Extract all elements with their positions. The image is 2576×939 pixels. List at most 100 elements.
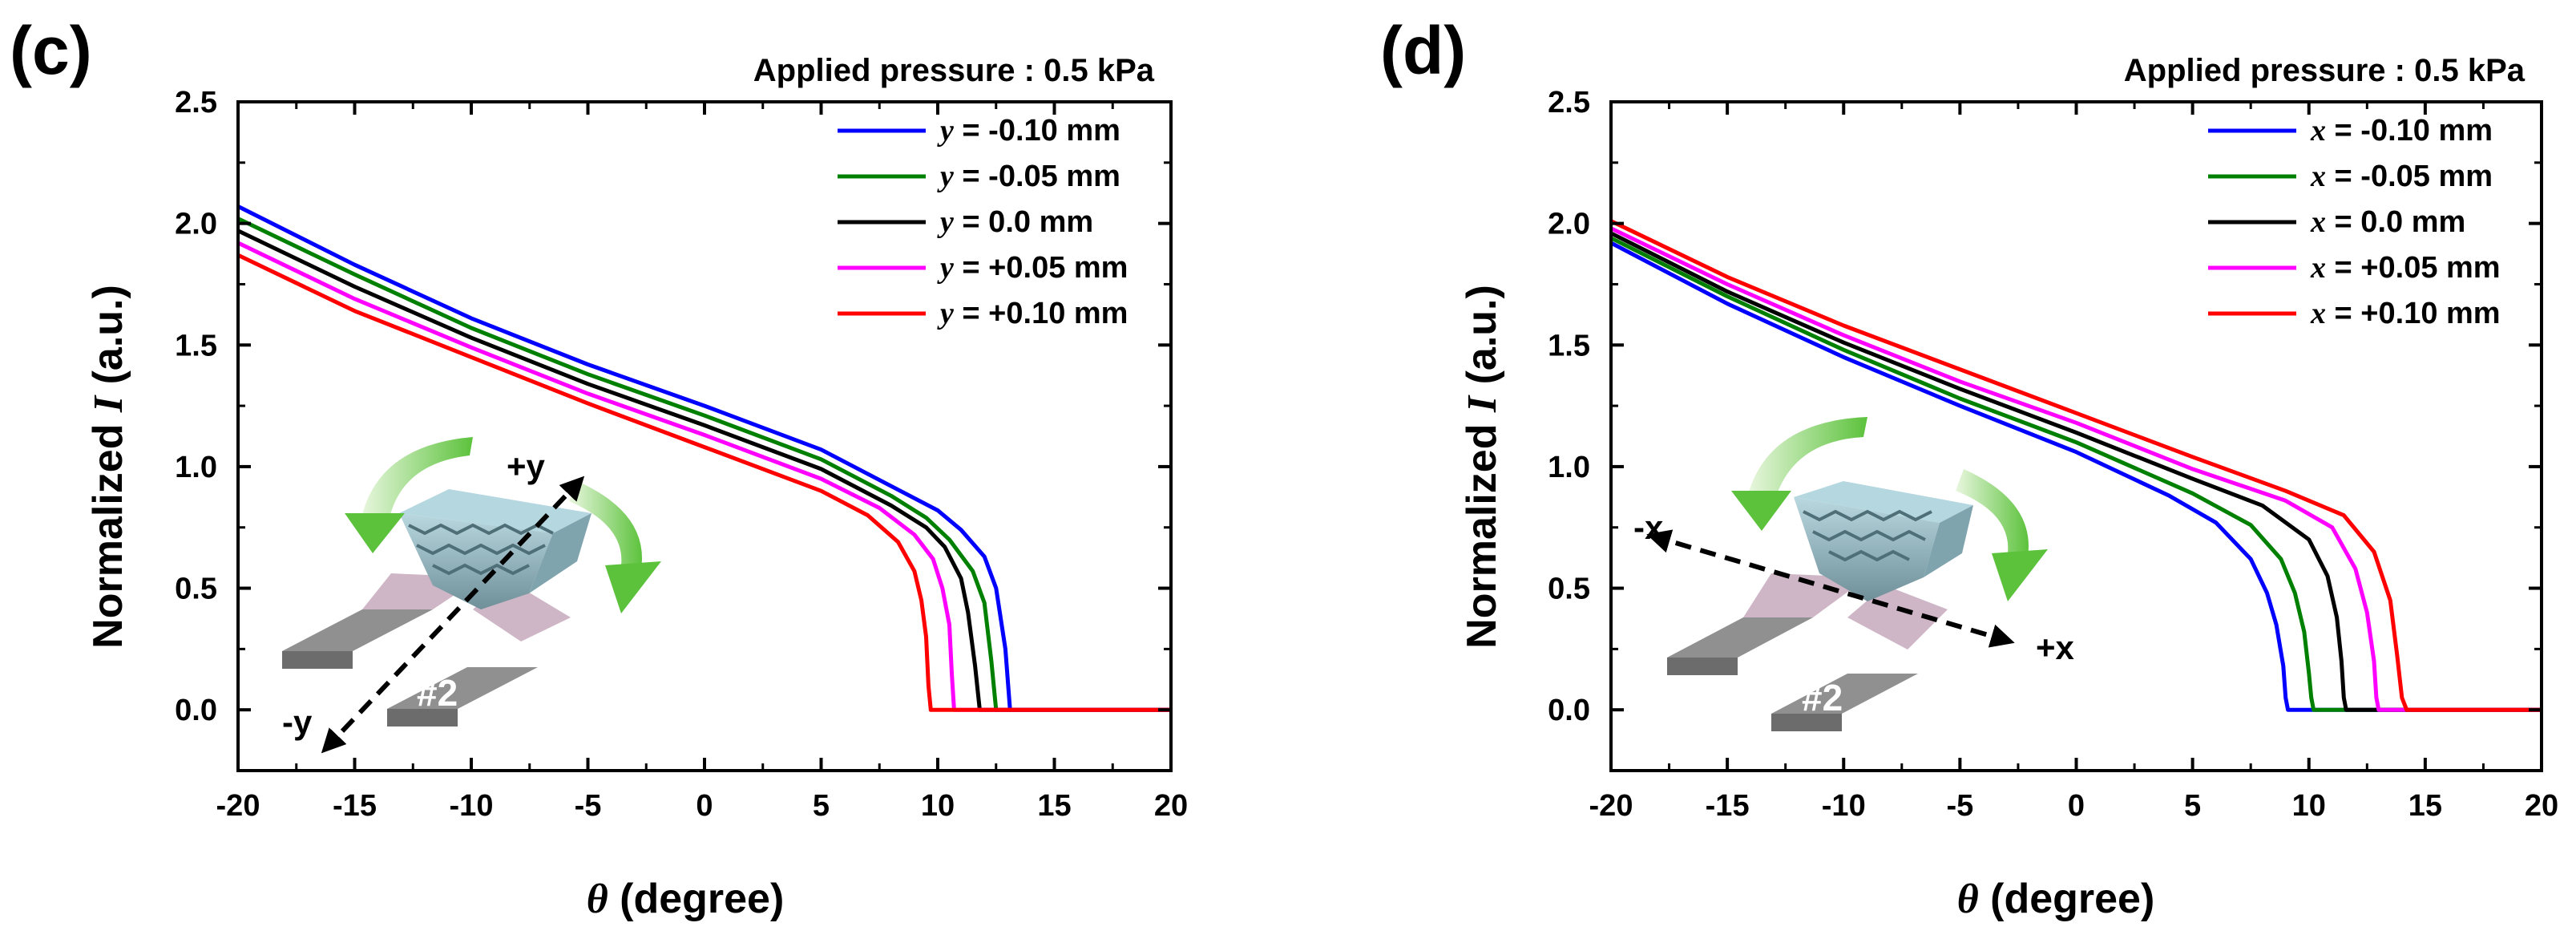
x-axis-title: θ (degree) [1957,876,2155,922]
x-axis-title: θ (degree) [587,876,785,922]
panel-c: (c) Applied pressure : 0.5 kPa -20 -15 -10… [10,13,1188,922]
x-tick-label: 10 [921,789,955,823]
legend-value: = -0.10 mm [2326,114,2493,148]
y-tick-label: 1.5 [1548,329,1590,362]
legend-variable: x [2310,160,2326,193]
rotation-arrow-left [1747,417,1867,499]
electrode-left-top [282,609,433,651]
y-axis-title: Normalized I (a.u.) [85,285,131,649]
rotation-arrowhead-left [345,513,405,553]
x-tick-label: 10 [2292,789,2326,823]
y-tick-label: 0.5 [1548,573,1590,606]
legend-variable: x [2310,251,2326,285]
pressure-annotation: Applied pressure : 0.5 kPa [2124,53,2526,88]
x-tick-label: 0 [696,789,713,823]
rotation-arrowhead-left [1731,491,1791,531]
rotation-arrowhead-right [1992,549,2048,601]
y-tick-label: 2.0 [175,208,217,241]
y-tick-label: 2.5 [175,86,217,119]
x-axis-text: (degree) [1979,876,2155,922]
rotation-arrow-right [569,481,642,569]
y-direction-arrow [321,476,585,754]
x-tick-label: -5 [575,789,602,823]
x-tick-label: 15 [2408,789,2442,823]
electrode-label: #2 [1802,677,1843,718]
legend-label: x = +0.05 mm [2310,251,2501,285]
x-tick-label: -20 [216,789,260,823]
x-tick-label: -10 [450,789,494,823]
y-tick-label: 2.5 [1548,86,1590,119]
x-tick-label: 15 [1037,789,1071,823]
pressure-annotation: Applied pressure : 0.5 kPa [753,53,1155,88]
y-axis-unit: (a.u.) [1459,285,1505,396]
electrode-right-top [1771,674,1918,714]
legend-variable: x [2310,114,2326,148]
y-axis-title: Normalized I (a.u.) [1459,285,1505,649]
electrode-left-side [1667,658,1738,675]
series-line-3 [236,229,1171,712]
legend-value: = 0.0 mm [2326,205,2465,239]
legend-value: = 0.0 mm [954,205,1093,239]
legend: x = -0.10 mmx = -0.05 mmx = 0.0 mmx = +0… [2208,114,2501,330]
legend-variable: y [937,297,954,330]
legend-value: = +0.05 mm [2326,251,2501,285]
x-tick-label: 5 [2184,789,2201,823]
panel-label: (d) [1380,13,1466,88]
series-line-3 [1609,231,2542,712]
legend: y = -0.10 mmy = -0.05 mmy = 0.0 mmy = +0… [838,114,1128,330]
y-tick-label: 0.0 [1548,694,1590,727]
legend-label: y = +0.10 mm [937,297,1128,330]
series-line-2 [1609,236,2542,712]
y-tick-label: 0.5 [175,573,217,606]
y-axis-symbol: I [1460,395,1505,413]
y-tick-label: 0.0 [175,694,217,727]
legend-variable: y [937,251,954,285]
electrode-left-top [1667,617,1813,658]
panel-d: (d) Applied pressure : 0.5 kPa -20 -15 -10… [1380,13,2558,922]
legend-value: = -0.05 mm [954,160,1120,193]
legend-variable: y [937,114,954,148]
x-axis-text: (degree) [608,876,785,922]
x-tick-label: 20 [1154,789,1188,823]
electrode-right-top [387,667,538,709]
sensor-inset-illustration: #2 -x +x [1633,417,2075,731]
x-direction-arrow [1646,529,2015,648]
x-axis-symbol: θ [1957,876,1979,922]
x-tick-label: 5 [813,789,830,823]
legend-value: = +0.10 mm [2326,297,2501,330]
x-tick-label: -5 [1946,789,1973,823]
y-tick-label: 2.0 [1548,208,1590,241]
electrode-left-side [282,651,353,669]
legend-value: = +0.05 mm [954,251,1129,285]
rotation-arrowhead-right [605,561,661,613]
legend-label: x = -0.05 mm [2310,160,2493,193]
series-line-2 [236,217,1171,712]
y-axis-text: Normalized [1459,412,1505,649]
sensor-inset-illustration: #2 +y -y [282,437,661,754]
y-tick-label: 1.0 [1548,451,1590,484]
legend-value: = -0.10 mm [954,114,1120,148]
plot-frame [1609,100,2543,772]
plus-y-label: +y [507,447,546,485]
x-axis-symbol: θ [587,876,608,922]
series-line-4 [1609,226,2542,712]
legend-label: y = +0.05 mm [937,251,1128,285]
x-tick-label: -20 [1589,789,1633,823]
electrode-right-side [1771,714,1842,731]
series-line-4 [236,241,1171,712]
y-tick-label: 1.0 [175,451,217,484]
y-tick-label: 1.5 [175,329,217,362]
electrode-label: #2 [417,672,458,714]
legend-variable: y [937,205,954,239]
series-line-5 [236,253,1171,712]
legend-label: x = 0.0 mm [2310,205,2465,239]
y-axis-text: Normalized [85,412,131,649]
legend-label: y = 0.0 mm [937,205,1093,239]
legend-variable: y [937,160,954,193]
series-line-1 [1609,241,2542,712]
legend-value: = -0.05 mm [2326,160,2493,193]
minus-y-label: -y [282,703,313,741]
plot-area: -20 -15 -10 -5 0 5 10 15 20 0.0 0.5 1.0 1.5 2.0 2.5 [175,86,1188,823]
plus-x-label: +x [2036,629,2075,666]
series-line-5 [1609,219,2542,712]
